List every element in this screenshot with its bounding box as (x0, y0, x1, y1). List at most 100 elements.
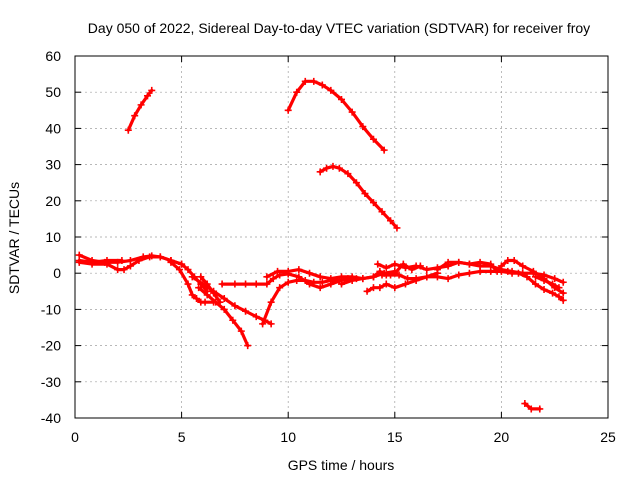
data-point (374, 260, 382, 268)
data-point (135, 257, 143, 265)
data-point (348, 276, 356, 284)
data-point (549, 289, 557, 297)
data-point (348, 108, 356, 116)
data-point (382, 264, 390, 272)
data-point (75, 257, 83, 265)
y-tick-label: 30 (45, 157, 61, 173)
data-point (137, 101, 145, 109)
y-tick-label: -40 (41, 410, 61, 426)
data-point (551, 275, 559, 283)
series-arc-16 (504, 267, 567, 304)
data-point (559, 278, 567, 286)
data-point (465, 260, 473, 268)
data-point (203, 291, 211, 299)
data-point (231, 302, 239, 310)
data-point (316, 284, 324, 292)
data-point (529, 267, 537, 275)
y-tick-label: -20 (41, 338, 61, 354)
data-point (220, 305, 228, 313)
data-point (216, 298, 224, 306)
data-point (514, 269, 522, 277)
data-point (193, 295, 201, 303)
data-point (323, 164, 331, 172)
y-tick-label: 0 (53, 265, 61, 281)
data-point (497, 262, 505, 270)
data-point (201, 298, 209, 306)
data-point (523, 273, 531, 281)
y-axis-label: SDTVAR / TECUs (6, 182, 22, 294)
x-tick-label: 15 (387, 429, 403, 445)
series-arc-19 (284, 77, 388, 154)
data-point (184, 280, 192, 288)
data-point (146, 253, 154, 261)
data-point (88, 258, 96, 266)
x-tick-label: 0 (71, 429, 79, 445)
data-point (487, 260, 495, 268)
data-point (387, 271, 395, 279)
data-point (363, 287, 371, 295)
data-point (252, 313, 260, 321)
data-point (263, 280, 271, 288)
data-point (284, 106, 292, 114)
data-point (244, 342, 252, 350)
data-point (118, 257, 126, 265)
data-point (338, 95, 345, 103)
data-point (361, 190, 369, 198)
data-point (167, 258, 175, 266)
data-point (229, 316, 237, 324)
data-point (301, 77, 309, 85)
y-tick-label: 60 (45, 48, 61, 64)
data-point (103, 257, 111, 265)
data-point (276, 284, 284, 292)
data-point (295, 266, 303, 274)
series-arc-20 (316, 162, 401, 232)
data-point (306, 269, 314, 277)
y-tick-label: 40 (45, 120, 61, 136)
data-point (124, 126, 132, 134)
data-point (391, 284, 399, 292)
data-point (527, 405, 535, 413)
data-point (242, 307, 250, 315)
data-point (559, 289, 567, 297)
data-point (156, 253, 164, 261)
data-point (188, 273, 196, 281)
data-point (412, 262, 420, 270)
data-point (338, 280, 345, 288)
data-point (218, 280, 226, 288)
data-point (131, 112, 139, 120)
data-point (316, 168, 324, 176)
data-point (412, 275, 420, 283)
axis-ticks: 0 5 10 15 20 25 -40 -30 -20 -10 0 10 20 30 40 50 60 (41, 48, 616, 445)
data-point (178, 260, 186, 268)
data-point (393, 224, 401, 232)
data-point (510, 257, 518, 265)
y-tick-label: 10 (45, 229, 61, 245)
y-tick-label: -10 (41, 301, 61, 317)
data-point (536, 405, 544, 413)
data-point (126, 262, 134, 270)
data-point (231, 280, 239, 288)
data-point (504, 257, 512, 265)
data-point (252, 280, 260, 288)
data-point (380, 146, 388, 154)
data-point (555, 284, 563, 292)
data-point (444, 275, 452, 283)
data-point (210, 289, 218, 297)
data-point (423, 266, 431, 274)
data-point (148, 86, 156, 94)
data-point (242, 280, 250, 288)
data-point (114, 266, 122, 274)
data-point (404, 275, 412, 283)
series-line (286, 79, 386, 152)
data-point (197, 273, 205, 281)
data-point (352, 179, 360, 187)
data-point (519, 262, 527, 270)
data-point (310, 77, 318, 85)
data-point (559, 296, 567, 304)
grid (75, 56, 608, 418)
series-line (533, 275, 561, 290)
series-arc-18 (124, 86, 156, 134)
series-line (77, 258, 124, 264)
x-tick-label: 25 (600, 429, 616, 445)
